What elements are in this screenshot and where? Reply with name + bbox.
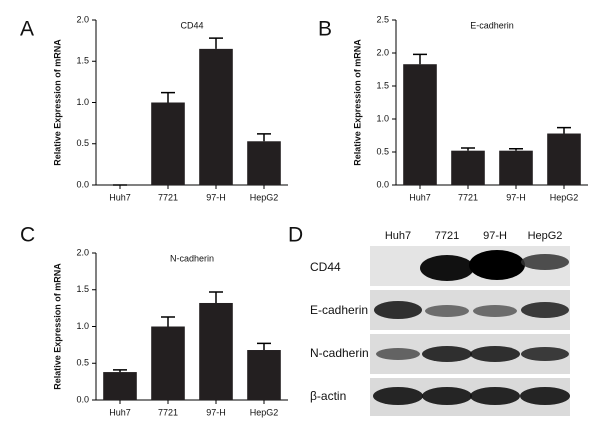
y-tick-label: 0.5 xyxy=(76,358,89,368)
y-axis-label: Relative Expression of mRNA xyxy=(52,39,62,166)
y-tick-label: 0.0 xyxy=(76,179,89,189)
protein-label: β-actin xyxy=(310,389,346,403)
x-tick-label: Huh7 xyxy=(409,192,431,202)
error-bar xyxy=(461,147,475,151)
error-bar xyxy=(557,126,571,134)
y-tick-label: 0.5 xyxy=(76,138,89,148)
y-tick-label: 1.5 xyxy=(76,56,89,66)
y-tick-label: 0.0 xyxy=(76,394,89,404)
error-bar xyxy=(509,147,523,151)
band xyxy=(420,255,474,281)
band xyxy=(521,302,569,318)
x-tick-label: HepG2 xyxy=(250,192,279,202)
western-blot: D Huh7 7721 97-H HepG2 CD44 E-cadherin N… xyxy=(288,224,570,416)
x-tick-label: 7721 xyxy=(458,192,478,202)
x-tick-label: HepG2 xyxy=(550,192,579,202)
band xyxy=(521,347,569,361)
x-tick-label: 97-H xyxy=(506,192,526,202)
protein-label: CD44 xyxy=(310,260,341,274)
lane-label: 7721 xyxy=(435,230,459,242)
chart-title: E-cadherin xyxy=(470,20,514,30)
protein-label: E-cadherin xyxy=(310,303,368,317)
chart-title: CD44 xyxy=(180,20,203,30)
panel-letter: C xyxy=(20,224,35,247)
band xyxy=(425,305,469,317)
y-tick-label: 1.0 xyxy=(76,97,89,107)
y-tick-label: 2.5 xyxy=(376,14,389,24)
y-tick-label: 1.5 xyxy=(76,284,89,294)
bar xyxy=(403,64,437,185)
x-tick-label: 7721 xyxy=(158,192,178,202)
error-bar xyxy=(257,342,271,351)
y-tick-label: 1.0 xyxy=(76,321,89,331)
y-tick-label: 0.5 xyxy=(376,146,389,156)
y-tick-label: 2.0 xyxy=(376,47,389,57)
band xyxy=(470,387,520,405)
band xyxy=(376,348,420,360)
bar xyxy=(199,48,233,185)
band xyxy=(470,346,520,362)
x-tick-label: HepG2 xyxy=(250,407,279,417)
bar xyxy=(499,150,533,185)
y-tick-label: 2.0 xyxy=(76,247,89,257)
x-tick-label: Huh7 xyxy=(109,407,131,417)
band xyxy=(374,301,422,319)
band xyxy=(373,387,423,405)
panel-letter: B xyxy=(318,18,332,41)
x-tick-label: 97-H xyxy=(206,407,226,417)
error-bar xyxy=(413,53,427,65)
error-bar xyxy=(209,37,223,49)
y-axis-label: Relative Expression of mRNA xyxy=(52,263,62,390)
error-bar xyxy=(161,316,175,327)
error-bar xyxy=(209,291,223,303)
lane-label: Huh7 xyxy=(385,230,411,242)
bar xyxy=(451,150,485,185)
band xyxy=(521,254,569,270)
x-tick-label: 7721 xyxy=(158,407,178,417)
bar xyxy=(151,102,185,185)
bar xyxy=(247,141,281,185)
x-tick-label: 97-H xyxy=(206,192,226,202)
bar xyxy=(547,133,581,185)
band xyxy=(422,387,472,405)
y-tick-label: 1.5 xyxy=(376,80,389,90)
band xyxy=(469,250,525,280)
band xyxy=(473,305,517,317)
y-tick-label: 1.0 xyxy=(376,113,389,123)
y-axis-label: Relative Expression of mRNA xyxy=(352,39,362,166)
error-bar xyxy=(161,91,175,103)
band xyxy=(422,346,472,362)
y-tick-label: 0.0 xyxy=(376,179,389,189)
band xyxy=(520,387,570,405)
x-tick-label: Huh7 xyxy=(109,192,131,202)
lane-label: HepG2 xyxy=(528,230,563,242)
bar xyxy=(199,302,233,400)
bar xyxy=(151,326,185,400)
panel-letter: A xyxy=(20,18,34,41)
protein-label: N-cadherin xyxy=(310,346,369,360)
error-bar xyxy=(113,369,127,373)
panel-letter: D xyxy=(288,224,303,247)
bar xyxy=(103,372,137,400)
lane-label: 97-H xyxy=(483,230,507,242)
error-bar xyxy=(257,133,271,142)
chart-title: N-cadherin xyxy=(170,253,214,263)
bar xyxy=(247,350,281,400)
y-tick-label: 2.0 xyxy=(76,14,89,24)
